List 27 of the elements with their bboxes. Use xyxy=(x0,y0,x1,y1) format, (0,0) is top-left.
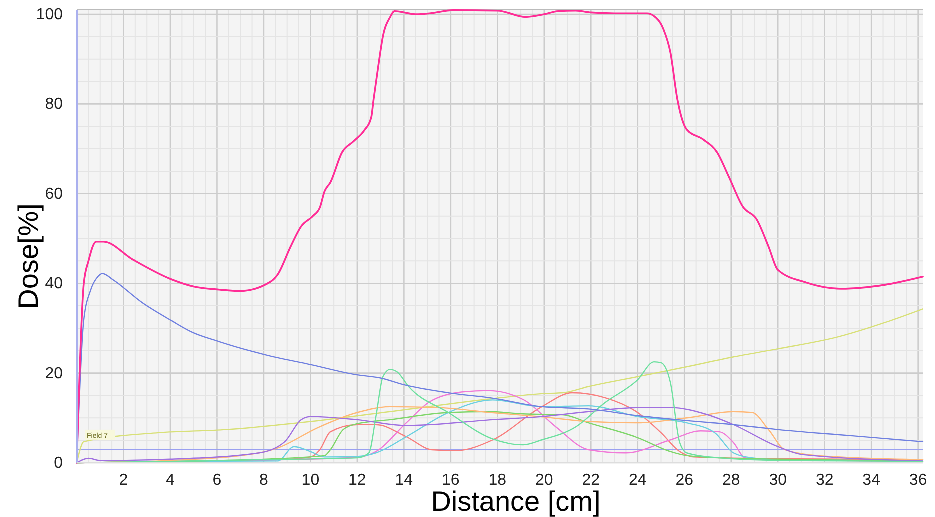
x-tick-label: 4 xyxy=(166,472,176,489)
x-tick-label: 30 xyxy=(769,472,788,489)
x-tick-label: 32 xyxy=(816,472,834,489)
y-axis-title: Dose[%] xyxy=(13,204,44,310)
line-series xyxy=(76,10,924,464)
x-tick-label: 24 xyxy=(628,472,647,489)
y-tick-label: 0 xyxy=(54,455,64,472)
y-tick-label: 40 xyxy=(45,276,64,293)
y-tick-label: 20 xyxy=(45,365,64,382)
x-tick-label: 6 xyxy=(212,472,222,489)
x-tick-label: 26 xyxy=(676,472,694,489)
y-tick-label: 100 xyxy=(36,6,64,24)
x-axis-title: Distance [cm] xyxy=(431,486,601,517)
x-tick-label: 34 xyxy=(862,472,881,489)
x-tick-label: 2 xyxy=(119,472,128,489)
x-tick-label: 28 xyxy=(722,472,740,489)
x-tick-label: 10 xyxy=(302,472,320,489)
x-tick-label: 14 xyxy=(395,472,414,489)
x-tick-label: 12 xyxy=(348,472,366,489)
y-tick-label: 80 xyxy=(45,96,64,114)
x-tick-label: 8 xyxy=(260,472,269,489)
x-tick-label: 18 xyxy=(488,472,507,489)
x-tick-label: 36 xyxy=(909,472,928,489)
x-tick-label: 20 xyxy=(536,472,554,489)
x-tick-label: 22 xyxy=(582,472,600,489)
x-tick-label: 16 xyxy=(442,472,460,489)
y-tick-label: 60 xyxy=(45,186,64,203)
